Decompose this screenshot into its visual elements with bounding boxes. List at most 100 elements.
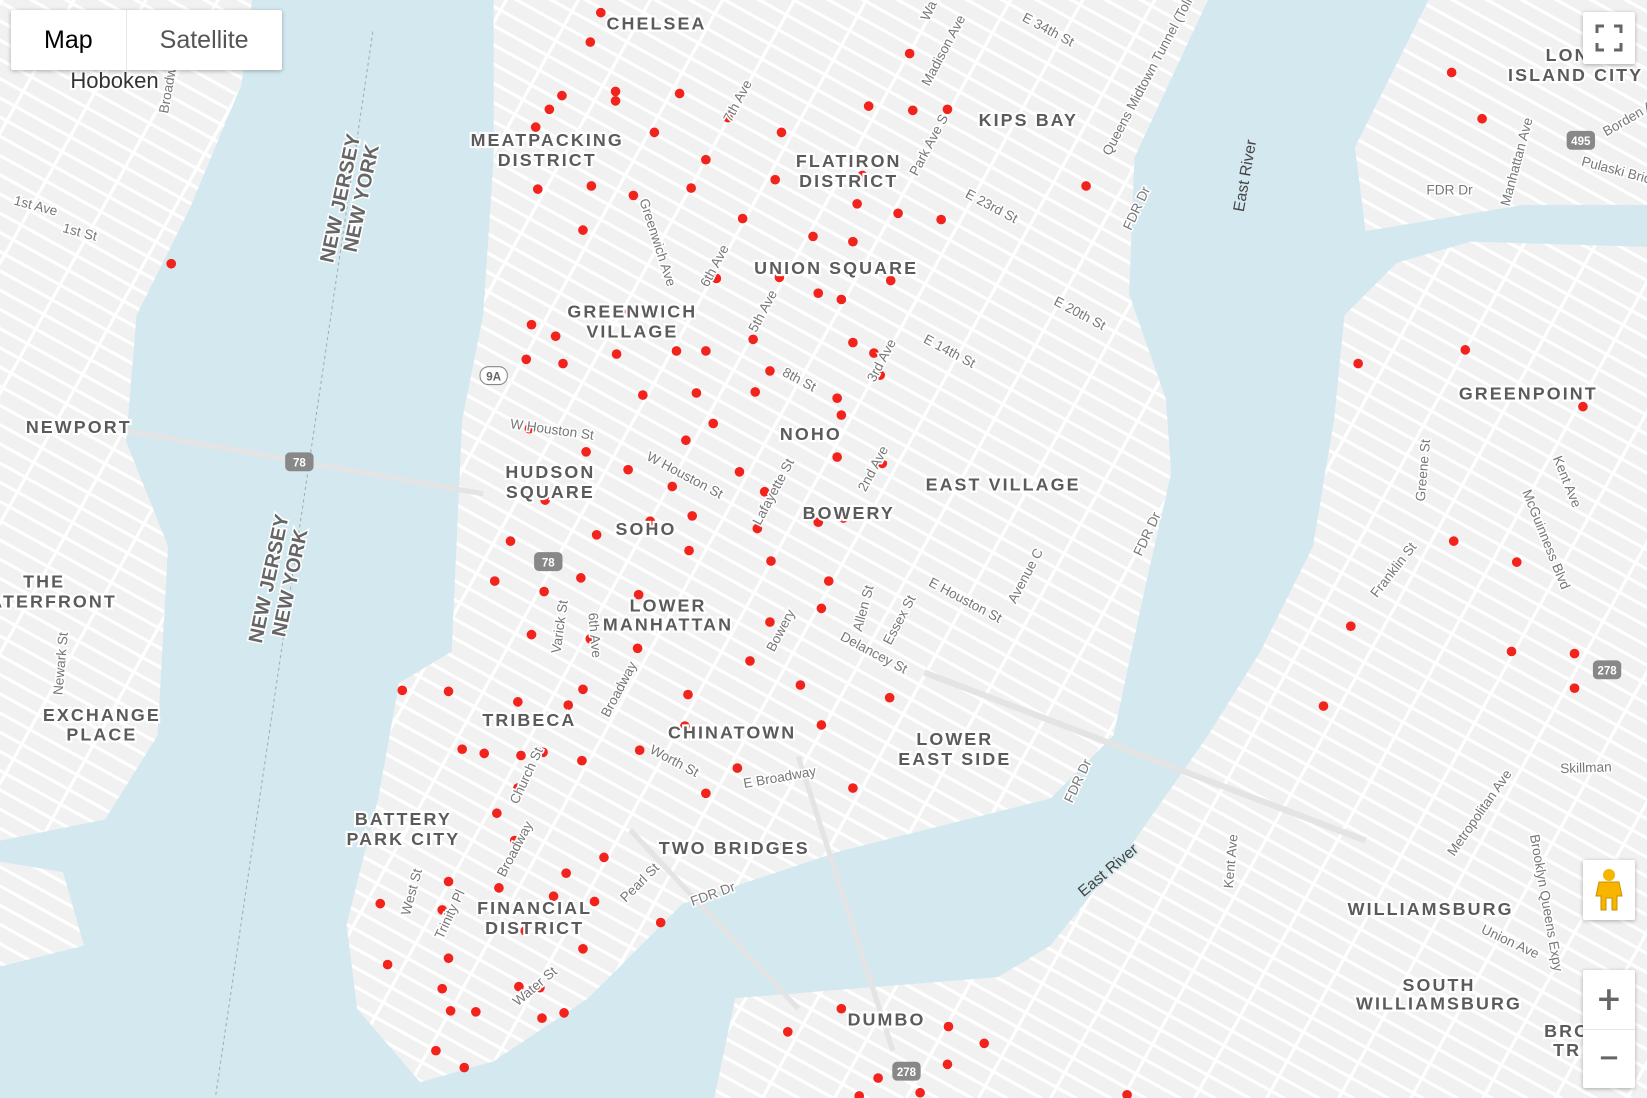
map-marker[interactable] [557,90,567,101]
map-marker[interactable] [437,905,448,915]
map-marker[interactable] [686,183,696,193]
map-marker[interactable] [535,982,545,993]
map-marker[interactable] [611,349,622,359]
map-marker[interactable] [748,334,758,345]
map-marker[interactable] [544,104,555,115]
map-marker[interactable] [589,896,600,907]
map-marker[interactable] [766,556,776,566]
map-marker[interactable] [836,294,847,305]
map-marker[interactable] [443,876,454,887]
map-marker[interactable] [687,511,698,521]
map-marker[interactable] [526,629,537,640]
map-marker[interactable] [1477,113,1487,124]
map-marker[interactable] [1460,345,1471,355]
map-marker[interactable] [723,112,733,123]
map-marker[interactable] [443,953,454,964]
map-marker[interactable] [684,545,694,556]
map-marker[interactable] [979,1038,990,1049]
map-marker[interactable] [532,184,543,194]
map-marker[interactable] [591,529,602,540]
map-marker[interactable] [854,1091,865,1098]
map-marker[interactable] [540,495,550,505]
map-marker[interactable] [585,37,596,47]
zoom-in-button[interactable]: + [1583,971,1635,1030]
map-marker[interactable] [586,181,597,191]
map-marker[interactable] [649,127,660,138]
map-marker[interactable] [470,1007,481,1017]
map-marker[interactable] [701,346,711,356]
map-marker[interactable] [765,366,775,376]
map-marker[interactable] [732,763,743,773]
map-marker[interactable] [701,788,711,799]
map-marker[interactable] [166,258,177,269]
map-marker[interactable] [563,700,574,710]
map-marker[interactable] [1569,683,1580,694]
map-marker[interactable] [513,783,523,793]
map-marker[interactable] [674,88,685,99]
map-marker[interactable] [1448,536,1459,546]
map-marker[interactable] [382,959,393,970]
map-marker[interactable] [813,288,824,298]
map-marker[interactable] [857,170,868,181]
map-marker[interactable] [808,231,818,242]
map-marker[interactable] [559,1008,569,1018]
map-marker[interactable] [885,275,896,286]
map-marker[interactable] [581,446,591,457]
map-marker[interactable] [599,852,609,863]
map-marker[interactable] [708,418,719,429]
map-marker[interactable] [667,481,678,492]
map-marker[interactable] [632,643,643,654]
map-marker[interactable] [585,634,596,644]
map-marker[interactable] [645,516,656,526]
map-marker[interactable] [838,513,849,523]
map-marker[interactable] [680,721,690,731]
map-marker[interactable] [513,697,523,707]
map-marker[interactable] [505,536,516,546]
map-marker[interactable] [813,517,824,528]
map-marker[interactable] [836,1003,847,1014]
map-marker[interactable] [1569,648,1580,659]
map-marker[interactable] [936,214,946,225]
map-marker[interactable] [869,348,879,358]
zoom-out-button[interactable]: − [1597,1034,1621,1082]
map-marker[interactable] [884,692,895,703]
map-marker[interactable] [942,104,953,115]
map-marker[interactable] [752,523,763,534]
map-marker[interactable] [832,393,842,404]
map-marker[interactable] [863,101,874,111]
map-marker[interactable] [848,783,858,793]
map-marker[interactable] [875,370,886,380]
map-marker[interactable] [904,48,915,59]
map-marker[interactable] [691,388,702,398]
map-marker[interactable] [459,1062,470,1073]
map-marker[interactable] [479,748,490,759]
map-marker[interactable] [711,273,722,284]
map-marker[interactable] [578,943,588,954]
map-marker[interactable] [750,387,761,397]
map-marker[interactable] [537,1013,547,1023]
map-marker[interactable] [1446,67,1457,78]
map-marker[interactable] [516,750,526,761]
map-marker[interactable] [778,842,789,852]
map-marker[interactable] [848,236,858,247]
map-marker[interactable] [1511,557,1522,567]
map-marker[interactable] [893,208,903,219]
map-marker[interactable] [577,755,587,766]
street-view-pegman-button[interactable] [1583,860,1635,920]
map-marker[interactable] [759,486,770,497]
map-marker[interactable] [610,96,621,106]
map-marker[interactable] [634,745,645,756]
map-marker[interactable] [520,926,531,936]
map-marker[interactable] [521,354,532,365]
map-marker[interactable] [550,331,561,342]
map-marker[interactable] [445,1005,456,1016]
map-marker[interactable] [437,983,448,994]
map-marker[interactable] [1578,401,1588,412]
map-marker[interactable] [655,917,666,928]
map-marker[interactable] [681,435,691,446]
map-marker[interactable] [816,603,827,614]
map-marker[interactable] [942,1059,953,1070]
map-marker[interactable] [491,808,502,819]
map-marker[interactable] [745,656,755,666]
map-marker[interactable] [737,213,748,224]
